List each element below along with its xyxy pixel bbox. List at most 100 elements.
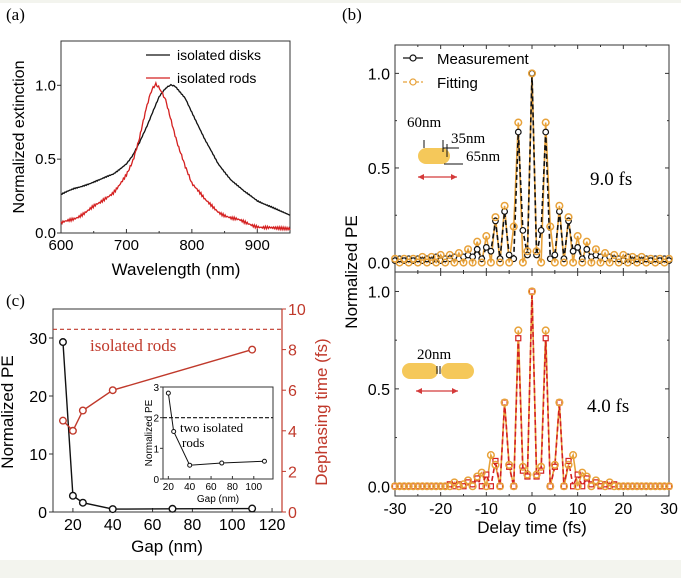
fitting-point <box>623 258 632 267</box>
fitting-point <box>464 476 473 485</box>
series-line-rods <box>60 80 291 232</box>
data-point-pe <box>68 491 77 500</box>
data-point-dephasing <box>108 386 117 395</box>
fitting-point <box>582 237 591 246</box>
measurement-point <box>583 245 591 253</box>
y-tick-label: 0.0 <box>368 256 390 273</box>
fitting-point <box>445 250 454 260</box>
panel-b-top-annotation: 9.0 fs <box>590 169 632 190</box>
fitting-point <box>601 249 610 258</box>
single-rod-illustration: 60nm 35nm 65nm <box>407 115 501 180</box>
fitting-point <box>500 398 509 407</box>
measurement-point <box>478 483 485 490</box>
top-border <box>0 0 681 3</box>
measurement-point <box>574 244 582 251</box>
fitting-point <box>518 258 527 267</box>
measurement-point <box>537 226 545 234</box>
fitting-point <box>500 201 509 210</box>
fitting-point <box>587 258 596 267</box>
fitting-point <box>422 258 432 267</box>
panel-b-bottom-ticks: -30 -20 -10 0 10 20 30 0.0 0.5 1.0 <box>368 272 678 518</box>
y-tick-label: 1.0 <box>368 284 390 301</box>
fitting-point <box>596 258 605 267</box>
inset-x-tick-label: 20 <box>163 482 175 493</box>
fitting-point <box>619 482 628 491</box>
x-tick-label: -10 <box>475 501 498 518</box>
panel-c-xlabel: Gap (nm) <box>131 537 203 556</box>
x-tick-label: 10 <box>569 501 587 518</box>
fitting-point <box>569 258 578 267</box>
panel-b-legend: Measurement Fitting <box>403 51 530 92</box>
fitting-point <box>546 222 555 231</box>
fitting-point <box>454 249 463 258</box>
fitting-point <box>623 482 632 491</box>
fitting-point <box>637 482 646 491</box>
panel-a-series <box>60 80 291 232</box>
measurement-point <box>501 399 508 406</box>
measurement-point <box>547 483 554 490</box>
y-tick-label: 20 <box>29 389 47 406</box>
fitting-point <box>477 258 486 267</box>
x-tick-label: -20 <box>429 501 452 518</box>
measurement-point <box>569 247 577 255</box>
fitting-point <box>514 118 523 127</box>
inset-reference-label-1: two isolated <box>180 420 244 435</box>
fitting-point <box>436 250 445 260</box>
fitting-point <box>441 482 450 491</box>
fitting-point <box>591 245 600 254</box>
inset-x-tick-label: 80 <box>227 482 239 493</box>
fitting-point <box>651 482 660 491</box>
measurement-point <box>487 247 495 255</box>
fitting-point <box>418 252 427 261</box>
fitting-point <box>610 250 619 260</box>
fitting-point <box>473 237 482 246</box>
fitting-point <box>632 258 642 267</box>
data-point-pe <box>248 504 257 513</box>
fitting-point <box>541 118 550 127</box>
x-tick-label: 30 <box>660 501 678 518</box>
y2-tick-label: 4 <box>288 424 297 441</box>
fitting-point <box>400 482 409 491</box>
series-line-pe <box>62 342 253 510</box>
data-point-pe <box>58 338 67 347</box>
data-point-pe <box>108 505 117 514</box>
measurement-point <box>496 483 504 490</box>
fitting-point <box>527 287 537 296</box>
fitting-point <box>532 470 541 479</box>
measurement-point <box>560 483 568 490</box>
fitting-point <box>505 460 514 469</box>
legend-marker-fitting <box>409 78 417 86</box>
fitting-point <box>646 482 655 491</box>
legend-label-fitting: Fitting <box>437 75 478 92</box>
inset-y-tick-label: 1 <box>153 444 159 455</box>
fitting-point <box>532 247 541 256</box>
fitting-point <box>395 482 404 491</box>
measurement-point <box>556 399 563 406</box>
fitting-point <box>464 245 473 254</box>
panel-c-y2-ticks: 0 2 4 6 8 10 <box>282 302 306 522</box>
y-tick-label: 0.0 <box>35 225 56 242</box>
panel-c-inset: 20 40 60 80 100 0 1 2 3 two isolated rods Gap (… <box>144 383 274 505</box>
panel-c-x-ticks: 20 40 60 80 100 120 <box>64 508 285 534</box>
panel-b-bottom-annotation: 4.0 fs <box>587 396 629 417</box>
panel-b-label: (b) <box>342 5 362 24</box>
fitting-point <box>541 326 550 335</box>
inset-y-tick-label: 2 <box>153 414 159 425</box>
y2-tick-label: 10 <box>288 302 306 319</box>
fitting-point <box>418 482 427 491</box>
inset-data-point <box>219 460 225 466</box>
measurement-point <box>665 483 673 490</box>
panel-b-xlabel: Delay time (fs) <box>477 518 587 537</box>
fitting-point <box>637 252 646 261</box>
inset-y-ticks: 0 1 2 3 <box>153 383 163 486</box>
fitting-point <box>642 482 651 491</box>
inset-series <box>165 390 267 468</box>
fitting-point <box>596 480 605 489</box>
fitting-point <box>482 482 491 491</box>
measurement-point <box>579 483 586 490</box>
x-tick-label: 600 <box>48 237 73 254</box>
fitting-point <box>505 258 514 267</box>
dimer-rod-right <box>441 363 474 379</box>
fitting-point <box>569 451 578 460</box>
